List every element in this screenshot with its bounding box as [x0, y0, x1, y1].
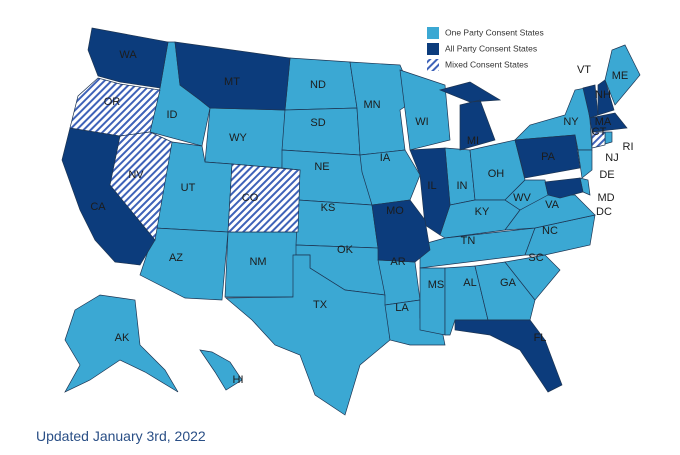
state-label: RI [623, 141, 634, 153]
state-shape [225, 254, 391, 416]
state-label: NV [128, 169, 144, 181]
state-shape [227, 163, 301, 233]
state-label: CO [242, 192, 259, 204]
state-label: SC [528, 252, 543, 264]
state-label: WA [119, 49, 137, 61]
state-label: VA [545, 199, 560, 211]
state-label: TN [461, 235, 476, 247]
state-label: MI [467, 135, 479, 147]
state-shape [514, 134, 581, 179]
state-label: VT [577, 64, 591, 76]
all-party-states [61, 27, 628, 393]
state-label: ND [310, 79, 326, 91]
state-shape [409, 147, 451, 236]
state-shape [577, 149, 593, 179]
state-shape [371, 199, 431, 263]
legend-label: Mixed Consent States [445, 59, 528, 69]
state-label: MN [363, 99, 380, 111]
state-shape [589, 112, 628, 133]
state-label: UT [181, 182, 196, 194]
state-label: IA [380, 152, 391, 164]
state-label: DE [599, 169, 614, 181]
state-shape [454, 319, 563, 393]
mixed-states [69, 77, 606, 241]
state-label: CT [592, 126, 607, 138]
state-shape [604, 44, 641, 106]
state-label: NY [563, 116, 579, 128]
state-label: AL [463, 277, 476, 289]
state-label: AZ [169, 252, 183, 264]
state-label: SD [310, 117, 325, 129]
legend-swatch [427, 59, 439, 71]
state-label: NE [314, 161, 329, 173]
state-shape [199, 349, 243, 391]
legend-swatch [427, 27, 439, 39]
state-label: FL [534, 332, 547, 344]
state-label: OK [337, 244, 354, 256]
state-label: DC [596, 206, 612, 218]
state-label: MD [597, 192, 614, 204]
state-label: OH [488, 168, 505, 180]
state-label: ID [167, 109, 178, 121]
state-shape [174, 41, 291, 111]
state-shape [591, 131, 606, 149]
state-shape [109, 131, 173, 241]
state-shape [474, 261, 536, 321]
state-label: NJ [605, 152, 618, 164]
state-label: AK [115, 332, 130, 344]
state-label: KS [321, 202, 336, 214]
state-shape [504, 254, 561, 301]
state-label: KY [475, 206, 490, 218]
state-label: TX [313, 299, 328, 311]
map: One Party Consent States All Party Consen… [61, 27, 641, 416]
state-shape [438, 81, 502, 151]
one-party-states [64, 41, 641, 416]
state-label: ME [612, 70, 629, 82]
legend-label: One Party Consent States [445, 27, 544, 37]
state-label: LA [395, 302, 409, 314]
state-label: IL [427, 180, 436, 192]
state-label: NM [249, 256, 266, 268]
state-label: WY [229, 132, 247, 144]
legend-swatch [427, 43, 439, 55]
state-label: GA [500, 277, 517, 289]
footer-text: Updated January 3rd, 2022 [36, 428, 206, 444]
state-label: CA [90, 201, 106, 213]
state-shape [281, 107, 361, 156]
state-label: WV [513, 192, 531, 204]
legend: One Party Consent States All Party Consen… [427, 27, 544, 71]
state-label: AR [390, 256, 405, 268]
state-shape [295, 199, 379, 249]
state-label: MS [428, 279, 445, 291]
state-label: PA [541, 151, 556, 163]
state-shape [64, 294, 179, 393]
state-labels: ID WY UT AZ NM ND SD NE KS OK TX MN IA AR LA WI IN OH KY TN… [90, 49, 633, 386]
state-label: IN [457, 180, 468, 192]
state-label: NH [595, 89, 611, 101]
state-shape [87, 27, 169, 89]
state-shape [419, 267, 446, 336]
state-label: MT [224, 76, 240, 88]
state-label: MA [595, 116, 612, 128]
state-shape [597, 79, 615, 116]
state-shape [544, 177, 584, 199]
state-label: MO [386, 205, 404, 217]
legend-label: All Party Consent States [445, 43, 537, 53]
state-shape [399, 69, 451, 151]
state-label: NC [542, 225, 558, 237]
state-shape [524, 214, 596, 256]
state-label: OR [104, 96, 121, 108]
state-label: HI [233, 374, 244, 386]
state-label: WI [415, 116, 428, 128]
